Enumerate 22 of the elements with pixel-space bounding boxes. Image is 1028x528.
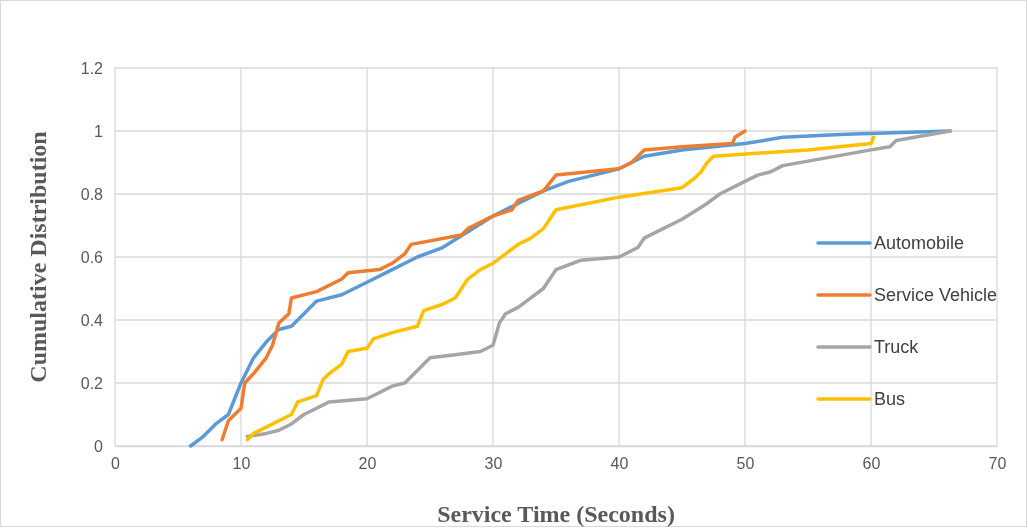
legend-label: Bus — [874, 389, 906, 409]
legend-label: Automobile — [874, 233, 965, 253]
line-series — [220, 129, 747, 442]
y-tick-label: 1 — [94, 122, 104, 140]
legend-label: Truck — [874, 337, 920, 357]
x-tick-label: 30 — [484, 455, 503, 473]
legend-label: Service Vehicle — [874, 285, 998, 305]
x-tick-label: 50 — [736, 455, 755, 473]
x-tick-label: 60 — [862, 455, 881, 473]
x-tick-label: 0 — [111, 455, 121, 473]
x-tick-label: 70 — [988, 455, 1007, 473]
y-tick-label: 0.2 — [80, 374, 104, 392]
x-tick-label: 40 — [610, 455, 629, 473]
x-tick-label: 20 — [358, 455, 377, 473]
y-tick-label: 0.6 — [80, 248, 104, 266]
y-axis-title: Cumulative Distribution — [25, 131, 51, 383]
x-tick-label: 10 — [232, 455, 251, 473]
y-tick-label: 0.8 — [80, 185, 104, 203]
y-tick-label: 1.2 — [80, 59, 104, 77]
y-tick-label: 0 — [94, 437, 104, 455]
x-axis-title: Service Time (Seconds) — [437, 501, 675, 527]
y-tick-label: 0.4 — [80, 311, 104, 329]
